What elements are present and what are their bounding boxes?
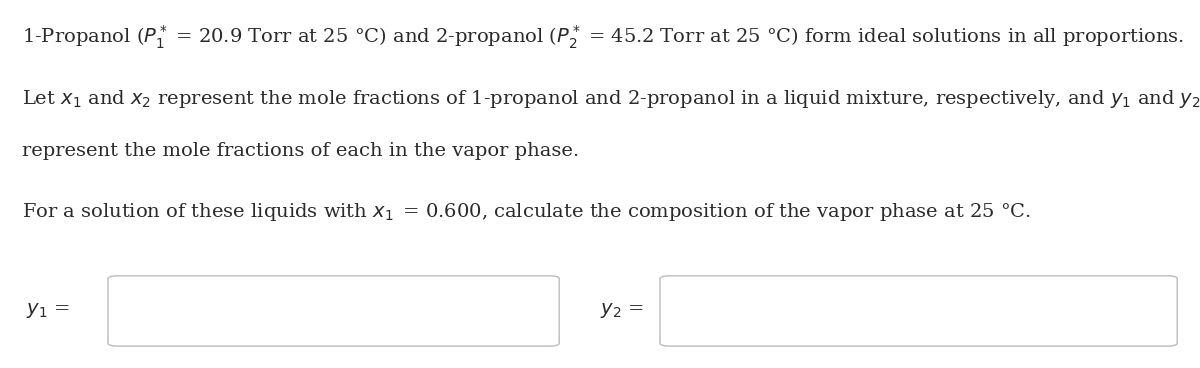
Text: For a solution of these liquids with $x_1\,$ = 0.600, calculate the composition : For a solution of these liquids with $x_… bbox=[22, 201, 1031, 223]
Text: $y_1$ =: $y_1$ = bbox=[26, 301, 71, 321]
FancyBboxPatch shape bbox=[660, 276, 1177, 346]
Text: Let $x_1$ and $x_2$ represent the mole fractions of 1-propanol and 2-propanol in: Let $x_1$ and $x_2$ represent the mole f… bbox=[22, 88, 1200, 110]
Text: represent the mole fractions of each in the vapor phase.: represent the mole fractions of each in … bbox=[22, 142, 578, 160]
FancyBboxPatch shape bbox=[108, 276, 559, 346]
Text: $y_2$ =: $y_2$ = bbox=[600, 301, 644, 321]
Text: 1-Propanol ($P_1^*$ = 20.9 Torr at 25 °C) and 2-propanol ($P_2^*$ = 45.2 Torr at: 1-Propanol ($P_1^*$ = 20.9 Torr at 25 °C… bbox=[22, 24, 1184, 51]
